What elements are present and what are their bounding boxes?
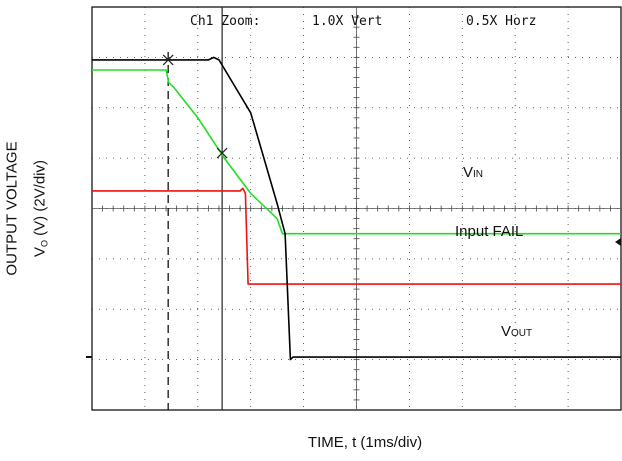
trace-vout [92,56,621,361]
y-axis-symbol-sub: O [39,240,50,248]
vin-annotation-sub: IN [473,169,483,180]
vin-annotation: VIN [463,164,483,181]
input-fail-annotation: Input FAIL [455,223,523,240]
trace-input-fail [92,187,621,285]
vin-annotation-main: V [463,164,473,181]
trace-vin [92,69,621,235]
cursor-markers [167,7,223,410]
y-axis-units: VO (V) (2V/div) [31,129,50,289]
traces [92,54,621,361]
cursor-b-marker-icon [216,147,228,159]
grid [92,7,621,410]
vout-annotation-main: V [501,323,511,340]
trigger-arrow-icon [615,238,621,246]
x-axis-title: TIME, t (1ms/div) [307,434,423,451]
y-axis-units-text: (V) (2V/div) [31,159,49,240]
cursor-a-marker-icon [162,54,174,66]
vout-annotation: VOUT [501,323,532,340]
channel-zoom-label: Ch1 Zoom: [190,14,260,29]
y-axis-title: OUTPUT VOLTAGE [4,129,21,289]
y-axis-symbol: V [31,247,49,258]
vertical-zoom-label: 1.0X Vert [312,14,382,29]
y-axis-title-line1: OUTPUT VOLTAGE [3,141,21,276]
horizontal-zoom-label: 0.5X Horz [466,14,536,29]
vout-annotation-sub: OUT [511,328,532,339]
